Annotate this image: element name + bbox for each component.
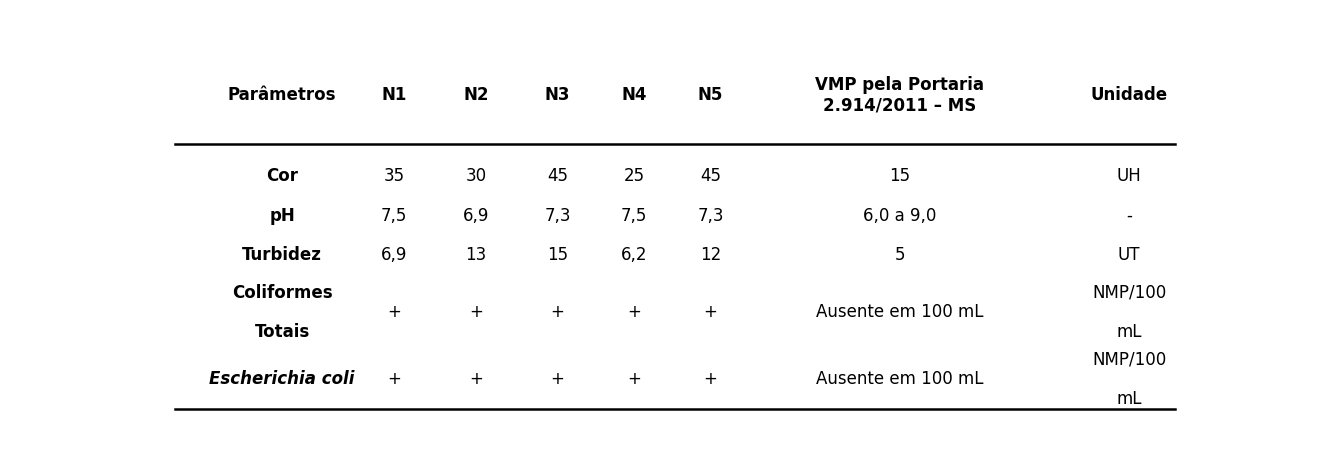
Text: +: + [703,303,718,322]
Text: +: + [551,370,565,388]
Text: NMP/100: NMP/100 [1092,350,1167,368]
Text: 6,9: 6,9 [462,206,489,225]
Text: 35: 35 [383,167,404,185]
Text: Unidade: Unidade [1090,86,1168,104]
Text: -: - [1126,206,1133,225]
Text: Totais: Totais [254,323,309,341]
Text: +: + [703,370,718,388]
Text: 5: 5 [894,246,905,264]
Text: 7,3: 7,3 [544,206,570,225]
Text: Ausente em 100 mL: Ausente em 100 mL [815,370,984,388]
Text: +: + [387,370,402,388]
Text: +: + [627,303,641,322]
Text: mL: mL [1117,323,1142,341]
Text: Coliformes: Coliformes [232,284,332,302]
Text: N5: N5 [698,86,723,104]
Text: Parâmetros: Parâmetros [228,86,336,104]
Text: +: + [469,303,483,322]
Text: 7,5: 7,5 [620,206,648,225]
Text: 6,0 a 9,0: 6,0 a 9,0 [863,206,936,225]
Text: UH: UH [1117,167,1142,185]
Text: +: + [551,303,565,322]
Text: Escherichia coli: Escherichia coli [209,370,354,388]
Text: mL: mL [1117,390,1142,408]
Text: 45: 45 [547,167,568,185]
Text: 25: 25 [623,167,645,185]
Text: N4: N4 [622,86,647,104]
Text: 7,3: 7,3 [698,206,724,225]
Text: Turbidez: Turbidez [242,246,321,264]
Text: 15: 15 [889,167,910,185]
Text: UT: UT [1118,246,1141,264]
Text: 6,9: 6,9 [381,246,407,264]
Text: NMP/100: NMP/100 [1092,284,1167,302]
Text: VMP pela Portaria
2.914/2011 – MS: VMP pela Portaria 2.914/2011 – MS [815,76,984,115]
Text: 7,5: 7,5 [381,206,407,225]
Text: 12: 12 [701,246,722,264]
Text: N3: N3 [545,86,570,104]
Text: +: + [387,303,402,322]
Text: Cor: Cor [266,167,298,185]
Text: pH: pH [269,206,295,225]
Text: +: + [627,370,641,388]
Text: 13: 13 [465,246,486,264]
Text: N1: N1 [382,86,407,104]
Text: Ausente em 100 mL: Ausente em 100 mL [815,303,984,322]
Text: 15: 15 [547,246,568,264]
Text: N2: N2 [464,86,489,104]
Text: +: + [469,370,483,388]
Text: 30: 30 [465,167,486,185]
Text: 45: 45 [701,167,722,185]
Text: 6,2: 6,2 [620,246,648,264]
